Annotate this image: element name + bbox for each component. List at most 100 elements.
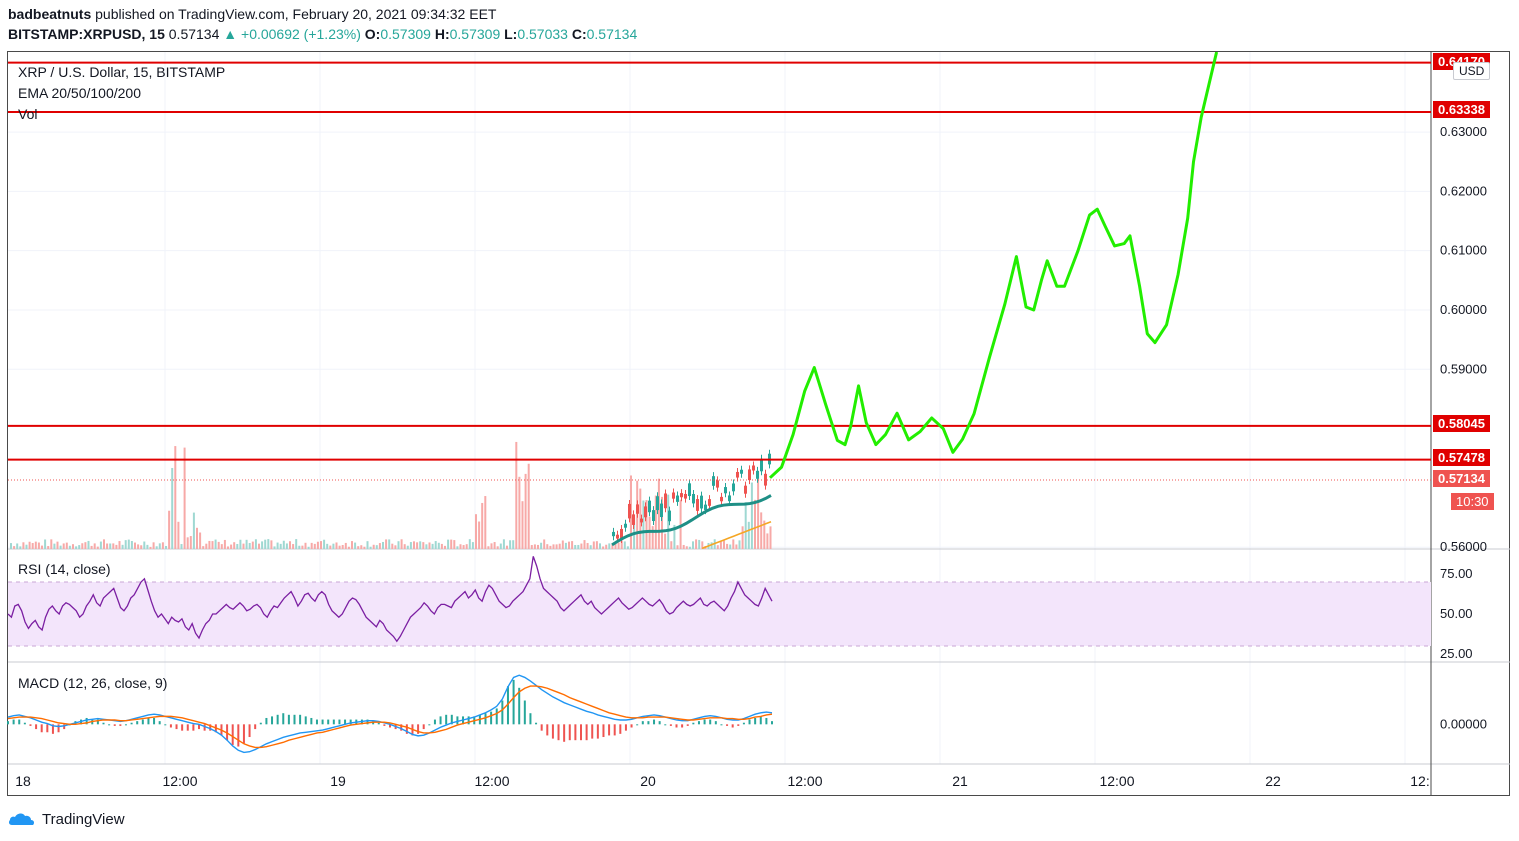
- macd-histogram-bar: [248, 724, 251, 738]
- candle-body: [736, 471, 739, 478]
- candle-body: [704, 504, 707, 511]
- macd-histogram-bar: [422, 724, 425, 730]
- macd-legend[interactable]: MACD (12, 26, close, 9): [18, 675, 168, 691]
- volume-bar: [155, 546, 158, 549]
- chart-frame: [7, 51, 1510, 796]
- volume-bar: [109, 543, 112, 549]
- volume-bar: [137, 544, 140, 549]
- volume-bar: [481, 502, 484, 549]
- volume-bar: [124, 540, 127, 549]
- price-tick-label: 0.60000: [1440, 302, 1487, 317]
- volume-bar: [403, 544, 406, 549]
- volume-bar: [555, 544, 558, 549]
- tradingview-brand[interactable]: TradingView: [8, 810, 125, 828]
- volume-bar: [661, 496, 663, 549]
- macd-histogram-bar: [366, 719, 369, 725]
- macd-histogram-bar: [158, 721, 161, 725]
- volume-bar: [223, 539, 226, 549]
- volume-bar: [199, 532, 202, 549]
- volume-bar: [400, 539, 403, 549]
- volume-bar: [351, 541, 353, 549]
- volume-bar: [22, 542, 25, 549]
- volume-bar: [437, 542, 440, 549]
- candle-body: [668, 510, 671, 522]
- volume-bar: [273, 546, 276, 549]
- volume-bar: [99, 541, 102, 549]
- volume-bar: [592, 541, 595, 549]
- volume-bar: [518, 476, 521, 549]
- volume-bar: [692, 541, 694, 549]
- macd-histogram-bar: [602, 724, 605, 738]
- price-tick-label: 0.62000: [1440, 183, 1487, 198]
- volume-bar: [654, 495, 657, 549]
- publish-info: badbeatnuts published on TradingView.com…: [8, 6, 496, 22]
- macd-histogram-bar: [12, 719, 15, 725]
- volume-bar: [307, 546, 310, 549]
- volume-bar: [614, 543, 617, 549]
- volume-bar: [68, 545, 71, 549]
- macd-histogram-bar: [203, 724, 206, 731]
- macd-histogram-bar: [102, 722, 105, 725]
- volume-bar: [394, 545, 397, 549]
- volume-bar: [602, 546, 605, 549]
- volume-bar: [710, 542, 713, 549]
- volume-bar: [719, 541, 722, 549]
- macd-histogram-bar: [557, 724, 560, 741]
- macd-histogram-bar: [23, 722, 26, 725]
- volume-bar: [478, 521, 481, 549]
- macd-histogram-bar: [119, 724, 122, 726]
- macd-histogram-bar: [619, 724, 622, 734]
- macd-histogram-bar: [377, 722, 380, 725]
- volume-bar: [304, 542, 307, 549]
- candle-body: [708, 499, 711, 506]
- volume-bar: [422, 542, 425, 549]
- volume-bar: [440, 543, 443, 549]
- high-value: 0.57309: [449, 26, 501, 42]
- macd-histogram-bar: [96, 719, 99, 725]
- volume-bar: [161, 542, 164, 549]
- volume-bar: [233, 542, 236, 549]
- volume-bar: [688, 546, 691, 549]
- rsi-legend[interactable]: RSI (14, close): [18, 561, 111, 577]
- volume-bar: [344, 542, 347, 549]
- volume-bar: [589, 545, 592, 549]
- vol-legend[interactable]: Vol: [18, 106, 38, 122]
- volume-bar: [487, 546, 490, 549]
- open-label: O:: [364, 26, 381, 42]
- candle-body: [712, 476, 715, 486]
- time-tick-label: 12:00: [1099, 773, 1134, 789]
- volume-bar: [475, 514, 477, 549]
- volume-bar: [134, 542, 136, 549]
- macd-histogram-bar: [164, 724, 167, 726]
- volume-bar: [521, 501, 524, 549]
- macd-histogram-bar: [636, 724, 639, 726]
- macd-histogram-bar: [675, 724, 678, 728]
- volume-bar: [329, 545, 332, 549]
- volume-bar: [127, 539, 130, 549]
- low-value: 0.57033: [517, 26, 568, 42]
- volume-bar: [59, 545, 62, 549]
- ema-legend[interactable]: EMA 20/50/100/200: [18, 85, 141, 101]
- volume-bar: [645, 500, 648, 549]
- volume-bar: [543, 539, 546, 549]
- time-tick-label: 22: [1265, 773, 1281, 789]
- volume-bar: [558, 543, 561, 549]
- volume-bar: [50, 539, 53, 549]
- volume-bar: [527, 463, 530, 549]
- volume-bar: [96, 546, 99, 549]
- volume-bar: [580, 543, 583, 549]
- macd-histogram-bar: [748, 719, 751, 725]
- macd-histogram-bar: [271, 716, 274, 725]
- volume-bar: [320, 541, 322, 549]
- macd-histogram-bar: [338, 719, 341, 725]
- macd-histogram-bar: [653, 719, 656, 725]
- candle-body: [728, 495, 731, 502]
- currency-button[interactable]: USD: [1453, 62, 1491, 80]
- volume-bar: [465, 544, 468, 549]
- volume-bar: [72, 544, 74, 549]
- candle-body: [620, 528, 623, 540]
- signal-line: [7, 685, 773, 749]
- volume-bar: [695, 539, 698, 549]
- volume-bar: [230, 544, 233, 549]
